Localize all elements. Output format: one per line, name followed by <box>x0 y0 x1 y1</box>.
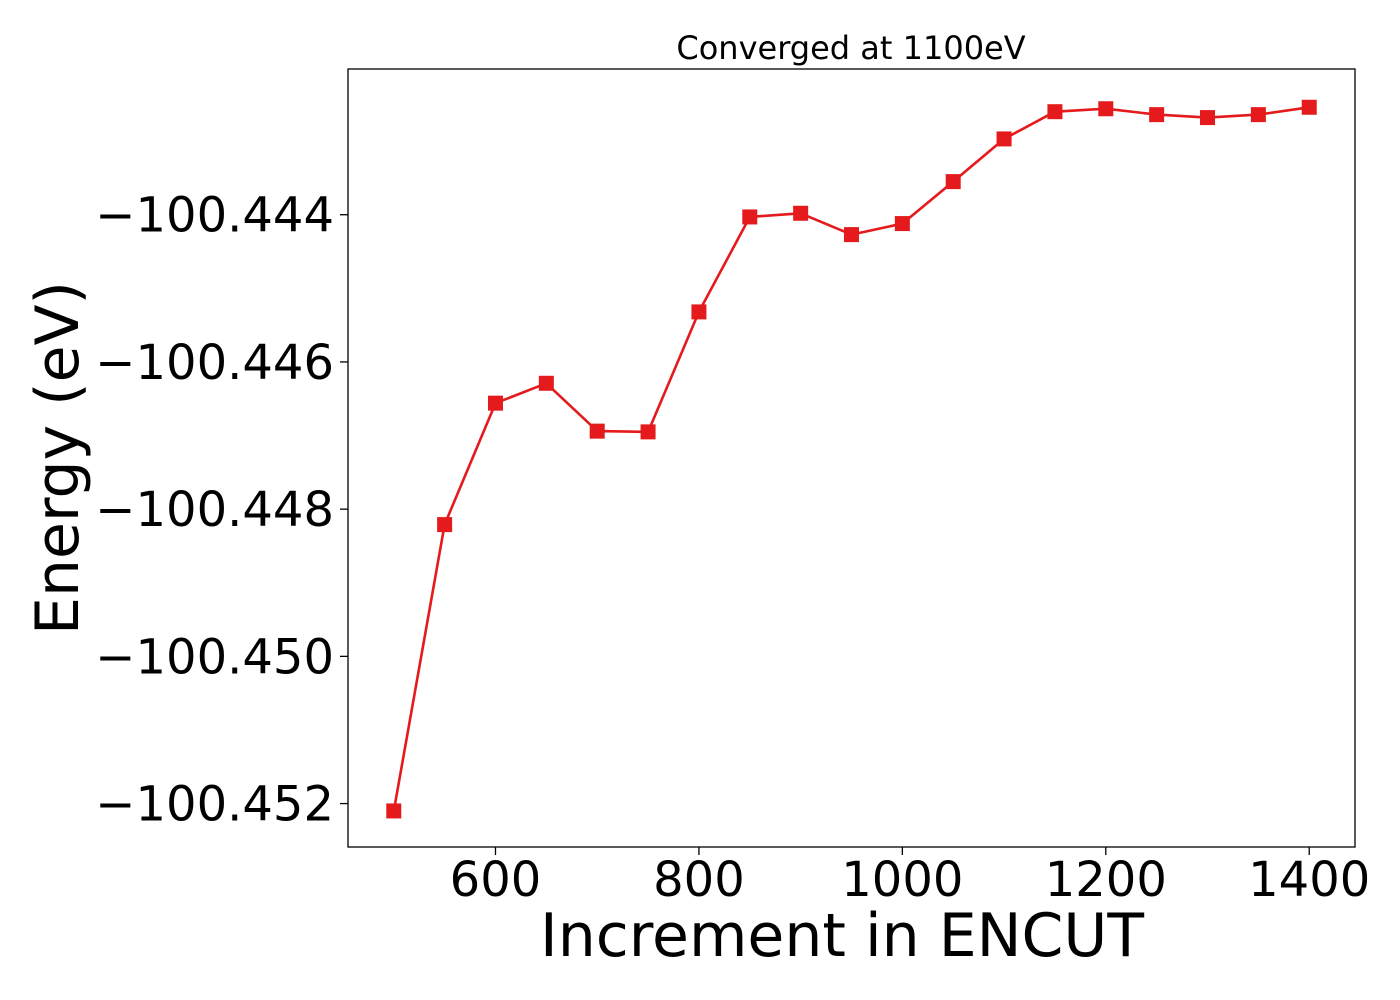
energy-point-marker <box>1098 101 1114 117</box>
energy-point-marker <box>640 424 656 440</box>
x-tick-label: 1400 <box>1248 852 1370 908</box>
energy-point-marker <box>538 375 554 391</box>
energy-point-marker <box>1149 107 1165 123</box>
energy-point-marker <box>793 205 809 221</box>
energy-point-marker <box>487 395 503 411</box>
energy-point-marker <box>742 209 758 225</box>
y-tick-label: −100.450 <box>95 629 334 685</box>
y-tick-label: −100.448 <box>95 482 334 538</box>
y-tick-label: −100.444 <box>95 188 334 244</box>
x-axis: 600 800 1000 1200 1400 <box>450 847 1370 908</box>
energy-point-marker <box>1200 110 1216 126</box>
energy-point-marker <box>691 304 707 320</box>
y-tick-label: −100.446 <box>95 335 334 391</box>
y-axis: −100.444 −100.446 −100.448 −100.450 −100.452 <box>95 188 348 833</box>
x-tick-label: 800 <box>653 852 745 908</box>
y-axis-label: Energy (eV) <box>23 281 93 635</box>
energy-point-marker <box>1047 104 1063 120</box>
x-tick-label: 1000 <box>841 852 963 908</box>
plot-area <box>386 99 1317 819</box>
plot-frame <box>347 68 1356 848</box>
energy-point-marker <box>589 423 605 439</box>
energy-point-marker <box>894 216 910 232</box>
energy-point-marker <box>1301 99 1317 115</box>
x-axis-label: Increment in ENCUT <box>540 901 1144 971</box>
energy-point-marker <box>945 174 961 190</box>
energy-point-marker <box>996 131 1012 147</box>
x-tick-label: 600 <box>450 852 542 908</box>
y-tick-label: −100.452 <box>95 777 334 833</box>
energy-point-marker <box>386 803 402 819</box>
energy-point-marker <box>1250 107 1266 123</box>
chart-title: Converged at 1100eV <box>676 29 1025 67</box>
energy-point-marker <box>844 227 859 243</box>
x-tick-label: 1200 <box>1045 852 1167 908</box>
energy-point-marker <box>437 517 453 533</box>
